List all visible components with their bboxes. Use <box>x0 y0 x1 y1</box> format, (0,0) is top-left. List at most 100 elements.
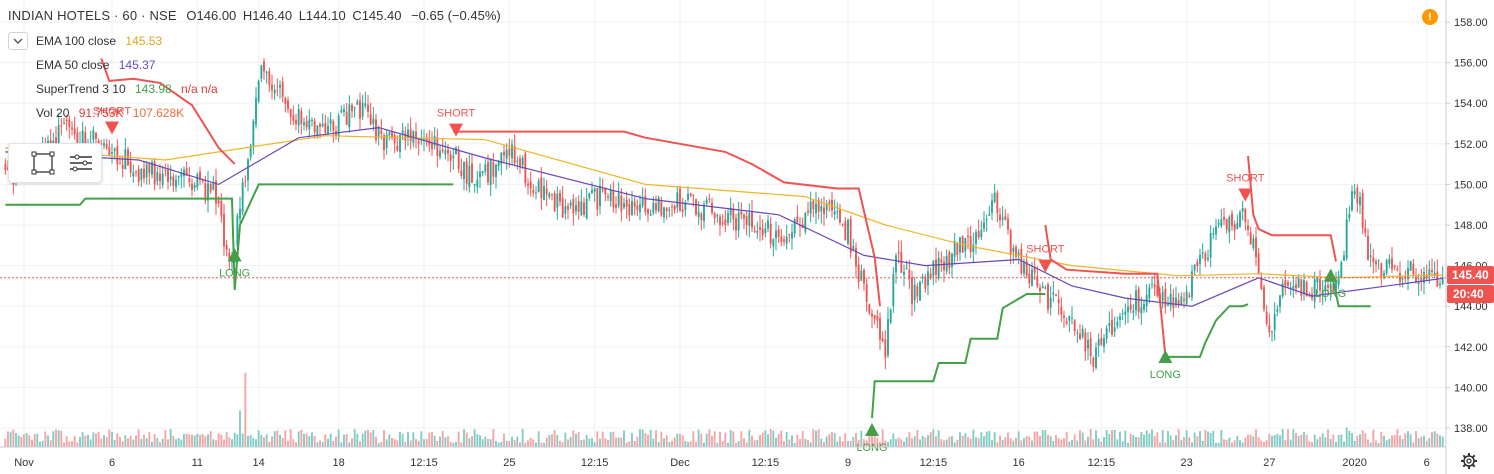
candle-body <box>215 180 217 204</box>
legend-collapse-button[interactable] <box>8 32 28 50</box>
candle-body <box>449 154 452 161</box>
candle-body <box>1057 299 1060 304</box>
candle-body <box>615 204 617 208</box>
candle-body <box>401 130 404 134</box>
candle-body <box>1073 320 1076 332</box>
candle-body <box>1172 297 1175 309</box>
candle-body <box>633 201 636 207</box>
candle-body <box>1137 288 1140 313</box>
volume-bar <box>300 429 303 447</box>
volume-bar <box>575 433 577 447</box>
candle-body <box>943 261 945 271</box>
candle-body <box>500 152 503 164</box>
legend-supertrend[interactable]: SuperTrend 3 10 143.98 n/a n/a <box>36 82 218 96</box>
candle-body <box>1431 269 1433 272</box>
volume-bar <box>1241 442 1244 447</box>
volume-bar <box>1321 433 1324 447</box>
volume-bar <box>585 435 588 447</box>
volume-bar <box>996 442 999 447</box>
volume-bar <box>665 435 668 447</box>
candle-body <box>1433 272 1436 276</box>
candle-body <box>980 229 983 238</box>
volume-bar <box>809 442 812 447</box>
volume-bar <box>473 429 476 447</box>
volume-bar <box>1167 431 1169 447</box>
candle-body <box>420 137 423 140</box>
supertrend-up-segment <box>1329 269 1371 308</box>
volume-bar <box>847 441 849 447</box>
candle-body <box>1356 187 1359 204</box>
candle-body <box>1012 247 1015 252</box>
candle-body <box>1425 275 1428 279</box>
volume-bar <box>593 442 596 447</box>
volume-bar <box>607 439 609 447</box>
volume-bar <box>244 372 247 447</box>
menu-tool-button[interactable] <box>67 149 95 177</box>
candle-body <box>503 151 505 156</box>
volume-bar <box>36 433 39 447</box>
candle-body <box>63 122 65 124</box>
volume-bar <box>564 432 567 447</box>
volume-bar <box>524 442 527 447</box>
volume-bar <box>1060 439 1063 447</box>
rectangle-tool-button[interactable] <box>29 149 57 177</box>
volume-bar <box>161 438 164 447</box>
long-signal-label: LONG <box>856 442 887 454</box>
volume-bar <box>785 431 788 447</box>
candle-body <box>585 198 588 219</box>
volume-bar <box>335 436 337 447</box>
candle-body <box>1193 264 1196 271</box>
candle-body <box>1249 232 1252 245</box>
legend-ema50[interactable]: EMA 50 close 145.37 <box>36 58 155 72</box>
legend-ema100[interactable]: EMA 100 close 145.53 <box>36 34 162 48</box>
volume-bar <box>921 435 924 447</box>
volume-bar <box>1180 440 1183 447</box>
candle-body <box>841 223 844 225</box>
legend-supertrend-value: 143.98 <box>134 82 172 96</box>
candle-body <box>161 173 164 185</box>
time-tick-label: 11 <box>192 457 203 469</box>
candle-body <box>457 150 460 169</box>
candle-body <box>433 136 436 146</box>
candle-body <box>1025 260 1028 276</box>
volume-bar <box>337 429 340 447</box>
volume-bar <box>871 435 873 447</box>
volume-bar <box>1065 431 1068 447</box>
volume-bar <box>815 430 817 447</box>
alert-icon[interactable]: ! <box>1422 9 1438 25</box>
volume-bar <box>972 429 975 447</box>
volume-bar <box>660 431 663 447</box>
candle-body <box>57 124 60 145</box>
price-tick-label: 142.00 <box>1454 342 1488 354</box>
volume-bar <box>673 437 676 447</box>
candle-body <box>1111 319 1113 335</box>
candle-body <box>975 232 977 245</box>
candle-body <box>916 286 919 297</box>
legend-volume[interactable]: Vol 20 91.753K 107.628K <box>36 106 184 120</box>
candle-body <box>1385 260 1388 274</box>
volume-bar <box>1415 431 1417 447</box>
candle-body <box>673 206 676 211</box>
volume-bar <box>887 441 889 447</box>
candle-body <box>1284 280 1287 286</box>
candle-body <box>343 108 345 113</box>
volume-bar <box>255 439 257 447</box>
candle-body <box>1361 193 1364 228</box>
volume-bar <box>1319 436 1321 447</box>
volume-bar <box>369 432 372 447</box>
gear-icon[interactable] <box>1460 452 1478 470</box>
volume-bar <box>321 441 324 447</box>
volume-bar <box>1388 438 1391 447</box>
candle-body <box>764 228 767 234</box>
volume-bar <box>28 435 31 447</box>
candle-body <box>1337 275 1340 285</box>
volume-bar <box>756 440 759 447</box>
candle-body <box>793 219 796 234</box>
volume-bar <box>969 438 972 447</box>
candle-body <box>663 207 665 218</box>
candle-body <box>1324 285 1327 291</box>
candle-body <box>900 252 903 273</box>
volume-bar <box>295 442 297 447</box>
candle-body <box>1279 295 1281 307</box>
